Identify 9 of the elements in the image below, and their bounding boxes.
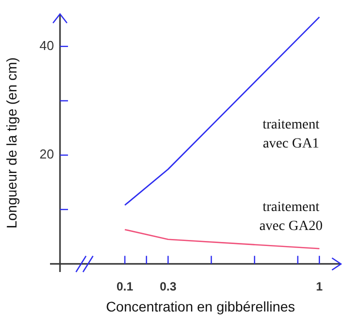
x-tick-label: 0.3 xyxy=(160,280,177,294)
y-tick-label: 40 xyxy=(40,38,54,53)
x-tick-label: 0.1 xyxy=(116,280,134,294)
text: traitement avec GA1 xyxy=(262,117,320,152)
y-tick-label: 20 xyxy=(40,146,54,162)
series-label: traitement avec GA20 xyxy=(259,200,323,234)
x-tick-label: 1 xyxy=(316,280,324,294)
x-axis-title: Concentration en gibbérellines xyxy=(106,298,296,314)
y-axis-title: Longueur de la tige (en cm) xyxy=(3,57,20,229)
